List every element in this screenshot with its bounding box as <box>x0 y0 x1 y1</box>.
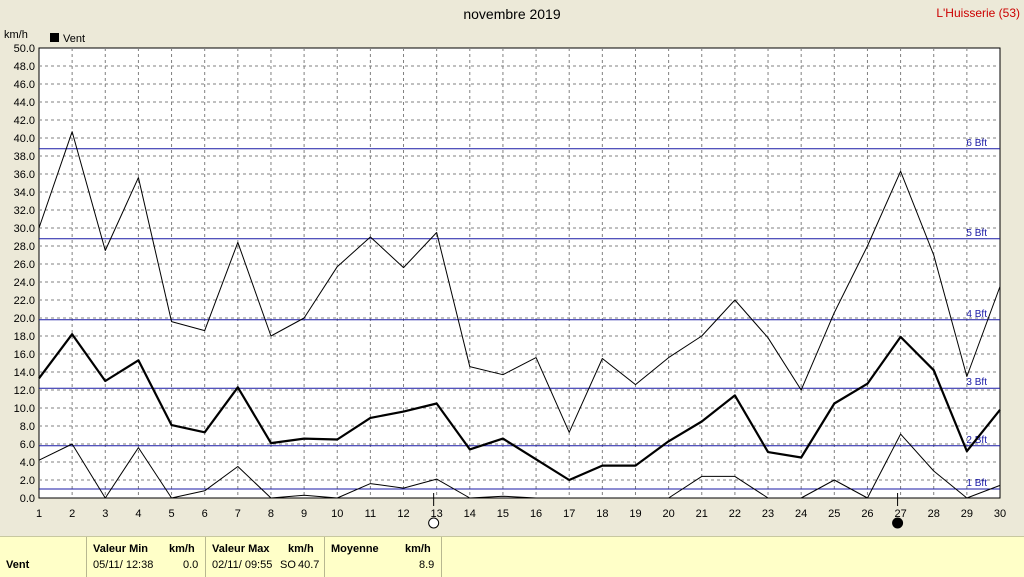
full-moon-icon <box>428 517 440 529</box>
x-tick-label: 29 <box>961 508 973 520</box>
x-tick-label: 15 <box>497 508 509 520</box>
plot-area <box>38 47 1001 499</box>
x-tick-label: 9 <box>301 508 307 520</box>
y-unit-label: km/h <box>4 29 28 41</box>
x-tick-label: 17 <box>563 508 575 520</box>
y-tick-label: 4.0 <box>20 457 35 469</box>
x-tick-label: 22 <box>729 508 741 520</box>
y-tick-label: 20.0 <box>14 313 35 325</box>
beaufort-label: 3 Bft <box>966 377 987 388</box>
x-tick-label: 14 <box>464 508 476 520</box>
x-tick-label: 26 <box>861 508 873 520</box>
y-tick-label: 36.0 <box>14 169 35 181</box>
x-tick-label: 2 <box>69 508 75 520</box>
x-tick-label: 25 <box>828 508 840 520</box>
y-tick-label: 32.0 <box>14 205 35 217</box>
x-tick-label: 5 <box>168 508 174 520</box>
beaufort-label: 6 Bft <box>966 138 987 149</box>
y-tick-label: 12.0 <box>14 385 35 397</box>
y-tick-label: 44.0 <box>14 97 35 109</box>
x-tick-label: 8 <box>268 508 274 520</box>
y-tick-label: 40.0 <box>14 133 35 145</box>
chart-title: novembre 2019 <box>463 6 561 22</box>
y-tick-label: 26.0 <box>14 259 35 271</box>
y-tick-label: 46.0 <box>14 79 35 91</box>
x-tick-label: 1 <box>36 508 42 520</box>
x-tick-label: 13 <box>431 508 443 520</box>
x-tick-label: 6 <box>202 508 208 520</box>
min-header: Valeur Min <box>93 543 149 555</box>
mean-cell: Moyenne km/h 8.9 <box>325 537 442 577</box>
beaufort-label: 1 Bft <box>966 478 987 489</box>
legend-swatch <box>50 33 59 42</box>
max-unit: km/h <box>288 543 314 555</box>
mean-unit: km/h <box>405 543 431 555</box>
y-tick-label: 38.0 <box>14 151 35 163</box>
x-tick-label: 12 <box>397 508 409 520</box>
y-tick-label: 14.0 <box>14 367 35 379</box>
stats-row-label: Vent <box>6 559 30 571</box>
min-time: 05/11/ 12:38 <box>93 559 154 571</box>
y-tick-label: 2.0 <box>20 475 35 487</box>
max-cell: Valeur Max km/h 02/11/ 09:55 SO 40.7 <box>206 537 325 577</box>
mean-value: 8.9 <box>419 559 435 571</box>
y-tick-label: 0.0 <box>20 493 35 505</box>
x-tick-label: 4 <box>135 508 141 520</box>
x-tick-label: 28 <box>928 508 940 520</box>
x-tick-label: 7 <box>235 508 241 520</box>
x-tick-label: 21 <box>696 508 708 520</box>
y-tick-label: 42.0 <box>14 115 35 127</box>
y-tick-label: 48.0 <box>14 61 35 73</box>
y-tick-label: 34.0 <box>14 187 35 199</box>
x-tick-label: 19 <box>629 508 641 520</box>
y-tick-label: 50.0 <box>14 43 35 55</box>
min-unit: km/h <box>169 543 195 555</box>
min-cell: Valeur Min km/h 05/11/ 12:38 0.0 <box>87 537 206 577</box>
stats-footer: Vent Valeur Min km/h 05/11/ 12:38 0.0 Va… <box>0 536 1024 577</box>
x-tick-label: 10 <box>331 508 343 520</box>
max-value: 40.7 <box>298 559 320 571</box>
station-name: L'Huisserie (53) <box>936 6 1020 20</box>
y-tick-label: 28.0 <box>14 241 35 253</box>
y-tick-label: 30.0 <box>14 223 35 235</box>
x-tick-label: 24 <box>795 508 807 520</box>
x-tick-label: 27 <box>894 508 906 520</box>
x-tick-label: 30 <box>994 508 1006 520</box>
x-tick-label: 20 <box>662 508 674 520</box>
y-tick-label: 6.0 <box>20 439 35 451</box>
y-tick-label: 10.0 <box>14 403 35 415</box>
new-moon-icon <box>892 517 904 529</box>
legend-label: Vent <box>63 33 85 45</box>
max-time: 02/11/ 09:55 <box>212 559 273 571</box>
y-tick-label: 8.0 <box>20 421 35 433</box>
series-mean <box>38 333 1001 482</box>
y-tick-label: 18.0 <box>14 331 35 343</box>
max-direction: SO <box>280 559 296 571</box>
beaufort-label: 5 Bft <box>966 228 987 239</box>
x-tick-label: 23 <box>762 508 774 520</box>
x-tick-label: 16 <box>530 508 542 520</box>
x-tick-label: 18 <box>596 508 608 520</box>
x-tick-label: 3 <box>102 508 108 520</box>
series-max <box>38 131 1001 433</box>
max-header: Valeur Max <box>212 543 270 555</box>
stats-label-cell: Vent <box>0 537 87 577</box>
y-tick-label: 16.0 <box>14 349 35 361</box>
x-tick-label: 11 <box>365 508 376 520</box>
y-tick-label: 24.0 <box>14 277 35 289</box>
y-tick-label: 22.0 <box>14 295 35 307</box>
min-value: 0.0 <box>183 559 199 571</box>
beaufort-label: 4 Bft <box>966 309 987 320</box>
mean-header: Moyenne <box>331 543 379 555</box>
series-min <box>38 433 1001 499</box>
